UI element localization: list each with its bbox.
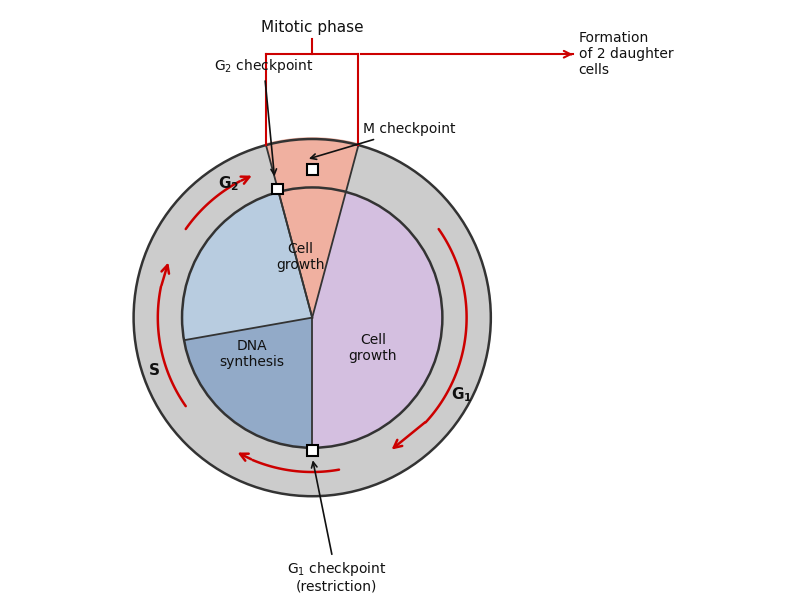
- Bar: [272, 183, 283, 194]
- Text: $\mathbf{G_2}$: $\mathbf{G_2}$: [218, 174, 239, 193]
- Bar: [306, 445, 318, 456]
- Text: $\mathbf{S}$: $\mathbf{S}$: [148, 362, 160, 378]
- Polygon shape: [182, 192, 312, 340]
- Text: Cell
growth: Cell growth: [276, 242, 324, 272]
- Text: Mitotic phase: Mitotic phase: [261, 20, 363, 35]
- Text: Formation
of 2 daughter
cells: Formation of 2 daughter cells: [578, 31, 674, 78]
- Polygon shape: [266, 137, 359, 318]
- Text: DNA
synthesis: DNA synthesis: [219, 339, 284, 369]
- Text: G$_2$ checkpoint: G$_2$ checkpoint: [214, 57, 314, 175]
- Polygon shape: [184, 318, 312, 448]
- Text: M checkpoint: M checkpoint: [310, 122, 455, 159]
- Text: G$_1$ checkpoint
(restriction): G$_1$ checkpoint (restriction): [286, 462, 386, 594]
- Ellipse shape: [134, 139, 491, 496]
- Polygon shape: [312, 192, 442, 448]
- Bar: [306, 164, 318, 175]
- Text: $\mathbf{G_1}$: $\mathbf{G_1}$: [450, 386, 472, 404]
- Text: Cell
growth: Cell growth: [349, 333, 397, 363]
- Polygon shape: [278, 188, 346, 318]
